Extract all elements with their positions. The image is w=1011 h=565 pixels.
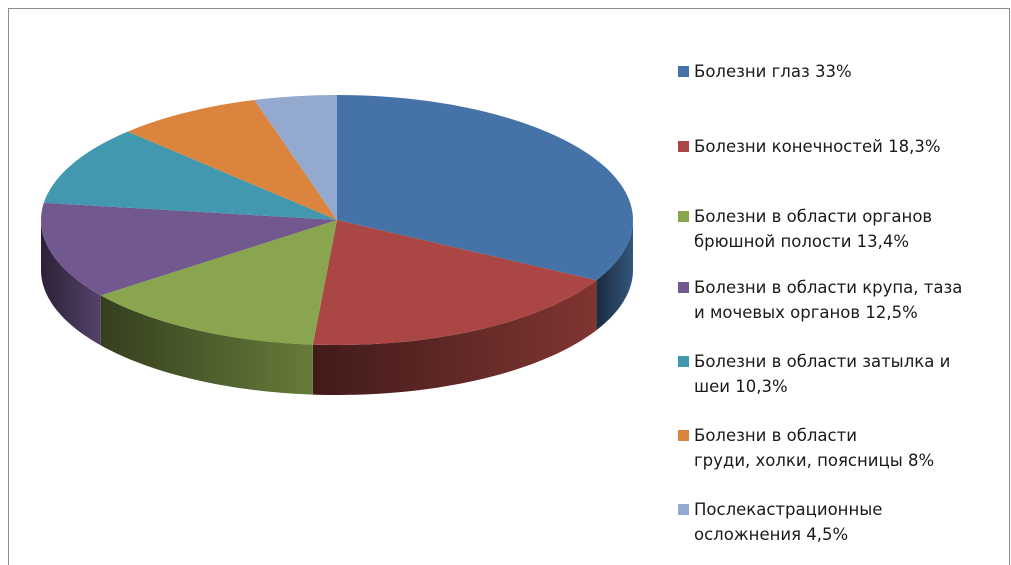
pie-slice-4 xyxy=(43,131,337,220)
legend-label: Болезни в области груди, холки, поясницы… xyxy=(694,426,935,470)
legend-item-limbs: Болезни конечностей 18,3% xyxy=(678,137,941,159)
legend-item-croup: Болезни в области крупа, таза и мочевых … xyxy=(678,278,962,325)
pie-slices xyxy=(41,95,633,345)
legend-item-chest: Болезни в области груди, холки, поясницы… xyxy=(678,426,934,473)
pie-slice-3 xyxy=(41,202,338,296)
pie-side-0 xyxy=(596,220,633,331)
pie-slice-1 xyxy=(312,220,597,345)
legend-swatch xyxy=(678,430,689,441)
legend-item-eyes: Болезни глаз 33% xyxy=(678,62,852,84)
pie-side-1 xyxy=(312,280,597,395)
pie-slice-2 xyxy=(100,220,337,345)
legend-swatch xyxy=(678,282,689,293)
legend-swatch xyxy=(678,66,689,77)
pie-slice-0 xyxy=(337,95,633,281)
chart-frame xyxy=(8,8,1010,565)
legend-label: Болезни глаз 33% xyxy=(694,62,852,81)
pie-side-walls xyxy=(41,220,633,395)
legend-label: Болезни в области органов брюшной полост… xyxy=(694,207,933,251)
legend-swatch xyxy=(678,211,689,222)
legend-swatch xyxy=(678,356,689,367)
legend-label: Болезни конечностей 18,3% xyxy=(694,137,941,156)
legend-label: Послекастрационные осложнения 4,5% xyxy=(694,500,883,544)
legend-item-castration: Послекастрационные осложнения 4,5% xyxy=(678,500,882,547)
legend-label: Болезни в области затылка и шеи 10,3% xyxy=(694,352,951,396)
legend-item-neck: Болезни в области затылка и шеи 10,3% xyxy=(678,352,950,399)
pie-side-2 xyxy=(100,295,313,395)
pie-slice-6 xyxy=(254,95,337,220)
legend-swatch xyxy=(678,141,689,152)
legend-swatch xyxy=(678,504,689,515)
pie-side-3 xyxy=(41,220,101,346)
legend-label: Болезни в области крупа, таза и мочевых … xyxy=(694,278,963,322)
pie-slice-5 xyxy=(127,99,337,220)
legend-item-abdominal: Болезни в области органов брюшной полост… xyxy=(678,207,932,254)
